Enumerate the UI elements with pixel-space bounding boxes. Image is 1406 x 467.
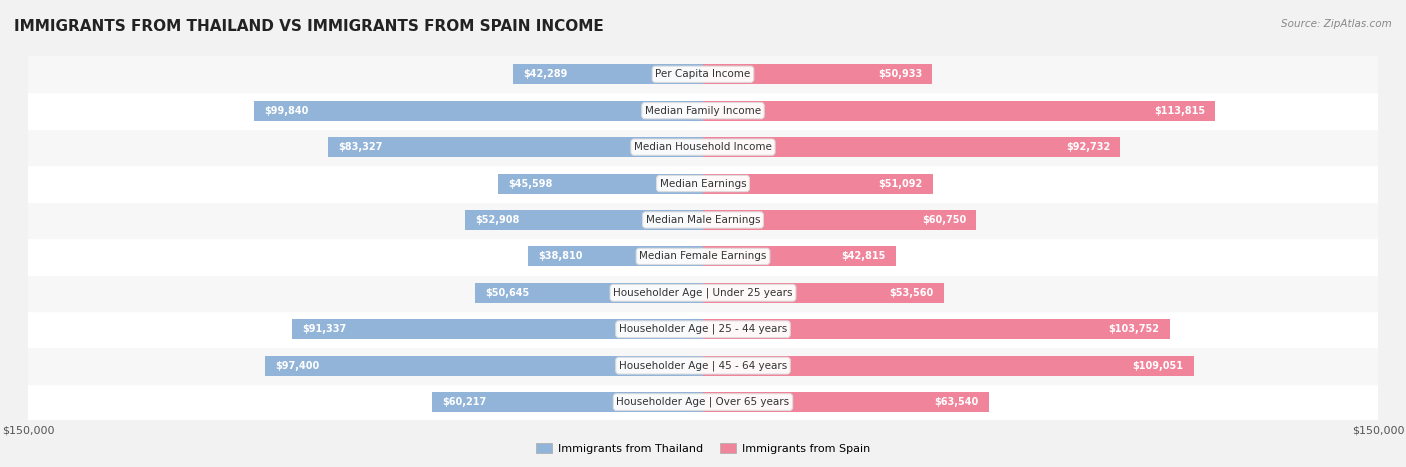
Text: $113,815: $113,815 <box>1154 106 1205 116</box>
Bar <box>292 319 703 339</box>
Text: Householder Age | Under 25 years: Householder Age | Under 25 years <box>613 288 793 298</box>
Bar <box>703 64 932 84</box>
Bar <box>703 101 1215 120</box>
Text: $91,337: $91,337 <box>302 324 346 334</box>
Bar <box>703 319 1170 339</box>
Text: $51,092: $51,092 <box>879 178 922 189</box>
Legend: Immigrants from Thailand, Immigrants from Spain: Immigrants from Thailand, Immigrants fro… <box>531 439 875 459</box>
Bar <box>28 347 1378 384</box>
Bar <box>28 202 1378 238</box>
Text: $97,400: $97,400 <box>276 361 319 371</box>
Bar <box>475 283 703 303</box>
Text: $60,217: $60,217 <box>443 397 486 407</box>
Text: $53,560: $53,560 <box>890 288 934 298</box>
Text: $50,645: $50,645 <box>485 288 530 298</box>
Bar <box>465 210 703 230</box>
Text: Median Female Earnings: Median Female Earnings <box>640 251 766 262</box>
Text: $45,598: $45,598 <box>508 178 553 189</box>
Text: Per Capita Income: Per Capita Income <box>655 69 751 79</box>
Text: Median Household Income: Median Household Income <box>634 142 772 152</box>
Text: Householder Age | 25 - 44 years: Householder Age | 25 - 44 years <box>619 324 787 334</box>
Text: $99,840: $99,840 <box>264 106 308 116</box>
Bar <box>703 247 896 266</box>
Bar <box>264 356 703 375</box>
Bar <box>703 283 943 303</box>
Text: $83,327: $83,327 <box>339 142 382 152</box>
Bar <box>529 247 703 266</box>
Text: $103,752: $103,752 <box>1109 324 1160 334</box>
Bar <box>703 392 988 412</box>
Bar <box>28 129 1378 165</box>
Bar <box>28 384 1378 420</box>
Text: Median Family Income: Median Family Income <box>645 106 761 116</box>
Text: $109,051: $109,051 <box>1132 361 1184 371</box>
Text: $92,732: $92,732 <box>1066 142 1111 152</box>
Bar <box>28 165 1378 202</box>
Bar <box>28 275 1378 311</box>
Bar <box>513 64 703 84</box>
Text: IMMIGRANTS FROM THAILAND VS IMMIGRANTS FROM SPAIN INCOME: IMMIGRANTS FROM THAILAND VS IMMIGRANTS F… <box>14 19 603 34</box>
Bar <box>28 311 1378 347</box>
Text: $60,750: $60,750 <box>922 215 966 225</box>
Bar <box>28 92 1378 129</box>
Text: Median Male Earnings: Median Male Earnings <box>645 215 761 225</box>
Bar <box>254 101 703 120</box>
Bar <box>703 210 976 230</box>
Text: Householder Age | 45 - 64 years: Householder Age | 45 - 64 years <box>619 361 787 371</box>
Bar <box>498 174 703 193</box>
Bar <box>328 137 703 157</box>
Bar <box>432 392 703 412</box>
Text: Source: ZipAtlas.com: Source: ZipAtlas.com <box>1281 19 1392 28</box>
Text: $63,540: $63,540 <box>935 397 979 407</box>
Text: $52,908: $52,908 <box>475 215 519 225</box>
Bar <box>703 137 1121 157</box>
Text: $50,933: $50,933 <box>877 69 922 79</box>
Bar <box>28 56 1378 92</box>
Text: Householder Age | Over 65 years: Householder Age | Over 65 years <box>616 397 790 407</box>
Text: Median Earnings: Median Earnings <box>659 178 747 189</box>
Text: $42,289: $42,289 <box>523 69 567 79</box>
Bar <box>703 174 932 193</box>
Text: $38,810: $38,810 <box>538 251 583 262</box>
Bar <box>703 356 1194 375</box>
Bar <box>28 238 1378 275</box>
Text: $42,815: $42,815 <box>841 251 886 262</box>
